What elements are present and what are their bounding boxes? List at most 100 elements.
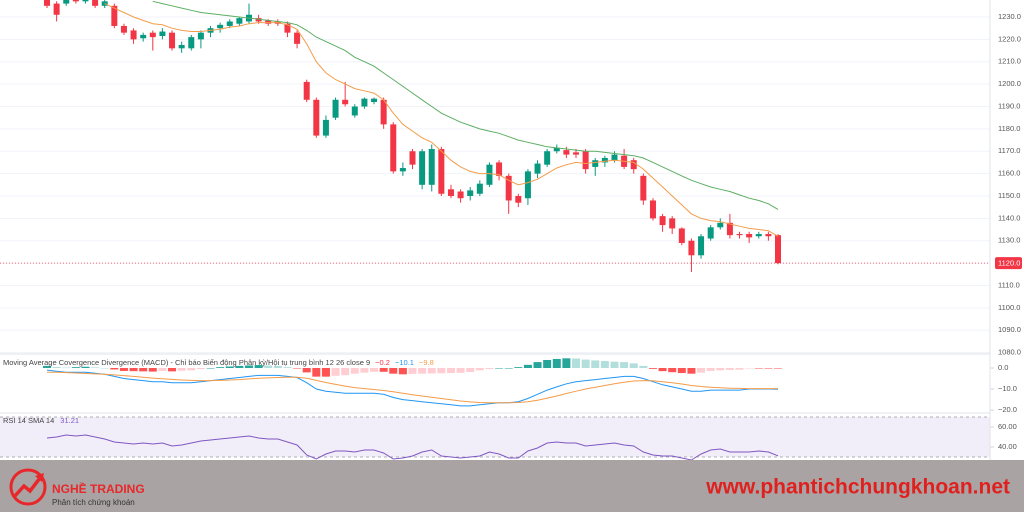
candle-body [72,0,79,2]
candle-body [409,151,416,165]
histogram-bar [235,365,244,368]
histogram-bar [360,367,369,373]
candle-body [390,124,397,172]
candle-body [303,81,310,100]
y-tick-label: 1160.0 [998,169,1020,178]
histogram-bar [591,360,600,368]
histogram-bar [706,367,715,371]
y-tick-label: 1230.0 [998,12,1021,21]
candle-body [313,99,320,136]
candle-body [524,171,531,199]
candle-body [611,154,618,161]
candle-body [322,119,329,136]
histogram-bar [427,367,436,374]
rsi-last-value: 31.21 [60,416,79,425]
rsi-band [0,417,990,457]
histogram-bar [543,359,552,368]
banner-background [0,460,1024,512]
histogram-bar [600,361,609,368]
histogram-bar [754,367,763,369]
histogram-bar [52,366,61,368]
candle-body [111,5,118,26]
logo-arrow [12,476,42,499]
header-value: −10.1 [395,358,414,367]
candle-body [92,0,99,6]
histogram-bar [677,367,686,374]
histogram-bar [71,367,80,368]
histogram-bar [514,367,523,368]
histogram-bar [572,358,581,368]
y-tick-label: −10.0 [998,384,1017,393]
histogram-bar [418,367,427,374]
histogram-bar [389,367,398,374]
histogram-bar [697,367,706,373]
candle-body [63,0,70,4]
candle-body [236,18,243,24]
candle-body [678,228,685,243]
histogram-bar [341,367,350,376]
candle-body [649,200,656,219]
candle-body [53,3,60,15]
candle-body [130,30,137,40]
logo-ring [9,468,47,506]
candle-body [361,98,368,107]
candle-body [44,0,50,6]
candle-body [746,234,753,238]
histogram-bar [475,367,484,371]
histogram-bar [62,367,71,369]
histogram-bar [110,367,119,370]
rsi-line [46,434,779,461]
candle-body [197,32,204,40]
histogram-bar [620,362,629,368]
candle-body [515,195,522,203]
histogram-bar [745,367,754,369]
moving-average-line [104,3,779,237]
histogram-bar [91,367,100,368]
histogram-bar [264,365,273,368]
candle-body [188,37,195,49]
candle-body [544,151,551,165]
candle-body [255,18,262,22]
histogram-bar [177,367,186,371]
histogram-bar [139,367,148,372]
candle-body [486,164,493,185]
moving-average-line [152,0,779,210]
y-tick-label: 1090.0 [998,325,1021,334]
macd-panel: 0.0 −10.0 −20.0 Moving Average Covergence D… [3,358,1017,414]
histogram-bar [523,364,532,368]
logo-arrow-head [35,473,44,482]
current-price-label: 1120.0 [998,259,1020,268]
candle-body [159,31,166,37]
histogram-bar [206,367,215,369]
banner: NGHỀ TRADING Phân tích chứng khoán www.p… [0,460,1024,512]
histogram-bar [216,367,225,368]
brand: NGHỀ TRADING [52,481,145,496]
candle-body [371,98,378,103]
candle-body [553,147,560,152]
histogram-bar [81,366,90,368]
histogram-bar [610,361,619,368]
candle-body [265,20,272,24]
website: www.phantichchungkhoan.net [705,476,1010,499]
candle-body [120,25,127,33]
histogram-bar [629,363,638,368]
candle-body [428,149,435,185]
candle-body [707,227,714,239]
candle-body [496,162,503,176]
candle-body [698,236,705,256]
y-tick-label: 1200.0 [998,79,1021,88]
histogram-bar [716,367,725,371]
histogram-bar [562,358,571,368]
candle-body [82,0,89,2]
histogram-bar [466,367,475,372]
candle-body [717,222,724,228]
candle-body [332,99,339,118]
y-tick-label: 1110.0 [998,280,1020,289]
histogram-bar [581,359,590,368]
candle-body [601,157,608,163]
rsi-panel: 60.00 40.00 RSI 14 SMA 14 31.21 [0,416,1017,461]
histogram-bar [293,367,302,369]
candle-body [573,152,580,155]
